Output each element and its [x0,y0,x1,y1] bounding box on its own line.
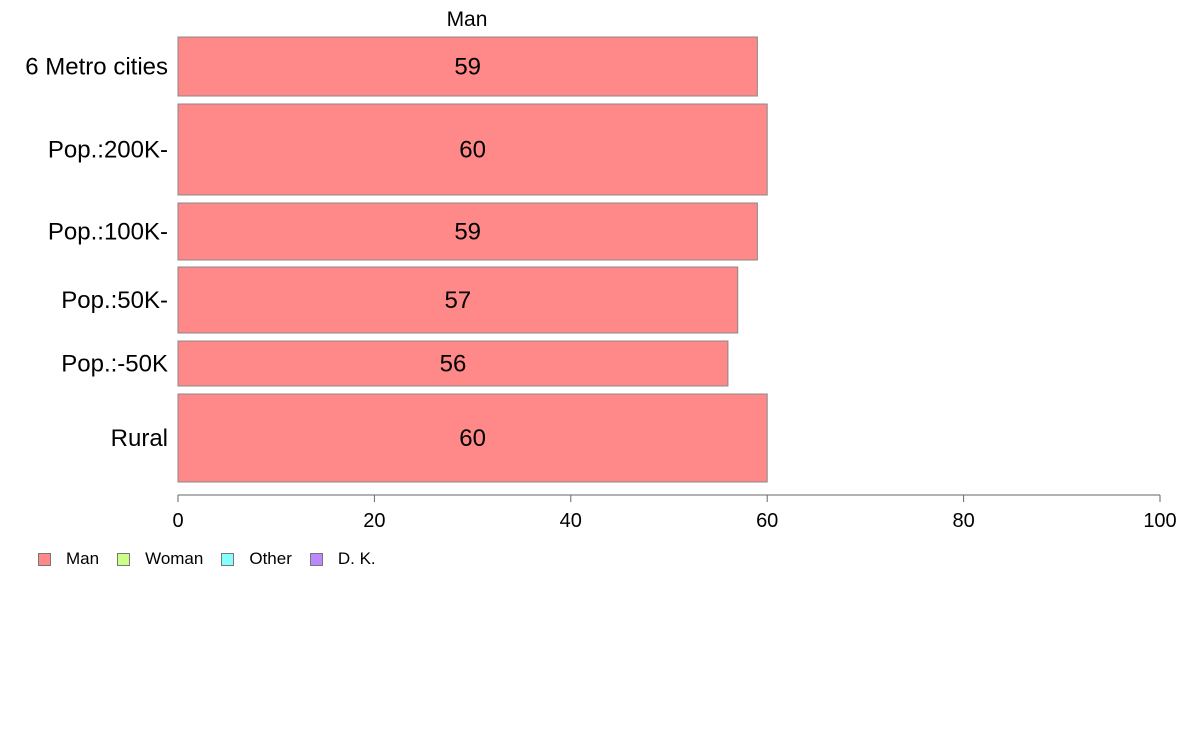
legend-swatch [117,552,131,566]
legend-label: Woman [145,549,204,568]
bar-data-label: 56 [440,351,467,378]
bar-2 [177,202,758,261]
category-label: Pop.:-50K [61,351,168,378]
bar-data-label: 60 [459,137,486,164]
legend-label: Man [66,549,100,568]
category-label: Pop.:200K- [48,137,168,164]
category-label: 6 Metro cities [25,54,168,81]
legend-swatch [309,552,323,566]
bar-4 [177,340,729,387]
category-label: Rural [111,425,168,452]
legend: Man Woman Other D. K. [38,549,394,569]
legend-item-man: Man [38,549,99,569]
x-tick-label: 40 [560,510,582,532]
legend-item-other: Other [221,549,292,569]
category-label: Pop.:50K- [61,287,168,314]
x-tick-label: 60 [756,510,778,532]
bar-5 [177,393,768,483]
bar-3 [177,266,739,334]
bars-group: 59 6 Metro cities 60 Pop.:200K- 59 Pop.:100K-… [25,36,768,483]
x-axis: 0 20 40 60 80 100 [172,494,1177,532]
legend-label: D. K. [337,549,376,568]
legend-item-woman: Woman [117,549,203,569]
category-label: Pop.:100K- [48,219,168,246]
legend-swatch [38,552,51,566]
bar-data-label: 60 [459,425,486,452]
x-tick-label: 20 [363,510,385,532]
x-tick-label: 100 [1143,510,1176,532]
x-tick-label: 0 [172,510,183,532]
legend-label: Other [249,549,292,568]
bar-data-label: 57 [445,287,472,314]
bar-data-label: 59 [454,219,481,246]
legend-swatch [221,552,235,566]
chart-title: Man [447,8,488,31]
bar-1 [177,103,768,196]
bar-data-label: 59 [454,54,481,81]
x-tick-label: 80 [952,510,974,532]
legend-item-dk: D. K. [309,549,376,569]
bar-0 [177,36,758,97]
